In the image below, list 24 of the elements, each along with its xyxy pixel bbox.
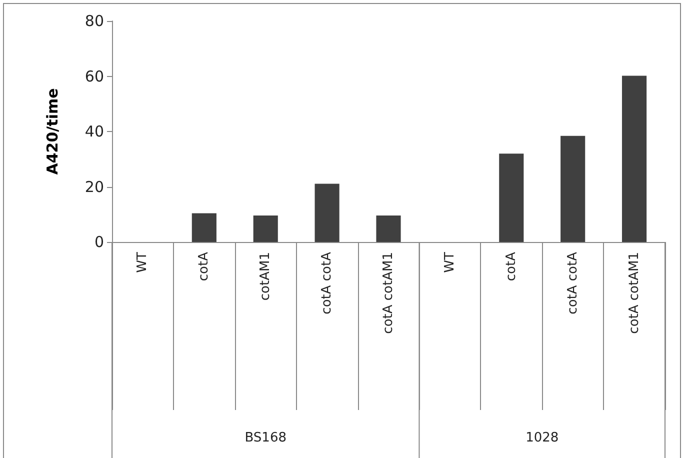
bar	[499, 154, 524, 242]
y-tick-label: 20	[84, 178, 104, 196]
text: 1028	[526, 430, 559, 446]
bar	[622, 76, 647, 242]
x-tick-label: WT	[135, 252, 150, 273]
text: BS168	[244, 430, 286, 446]
y-tick-label: 80	[84, 12, 104, 30]
y-axis-title: A420/time	[44, 88, 62, 175]
x-tick-label: cotA cotAM1	[626, 252, 642, 334]
x-tick-label: cotA cotA	[565, 252, 580, 314]
y-tick-label: 0	[94, 233, 104, 251]
x-tick-label: cotA	[504, 252, 519, 282]
bar	[314, 184, 340, 242]
y-tick-label: 60	[84, 67, 104, 86]
bar	[253, 215, 278, 242]
x-tick-label: cotA	[196, 252, 212, 282]
bar	[376, 215, 401, 242]
x-tick-label: WT	[442, 252, 458, 273]
bar	[192, 213, 216, 242]
x-tick-label: cotAM1	[258, 252, 274, 301]
x-tick-label: cotA cotA	[320, 252, 335, 314]
x-tick-label: cotA cotAM1	[381, 252, 396, 334]
bar	[560, 136, 586, 242]
y-tick-label: 40	[84, 122, 104, 140]
